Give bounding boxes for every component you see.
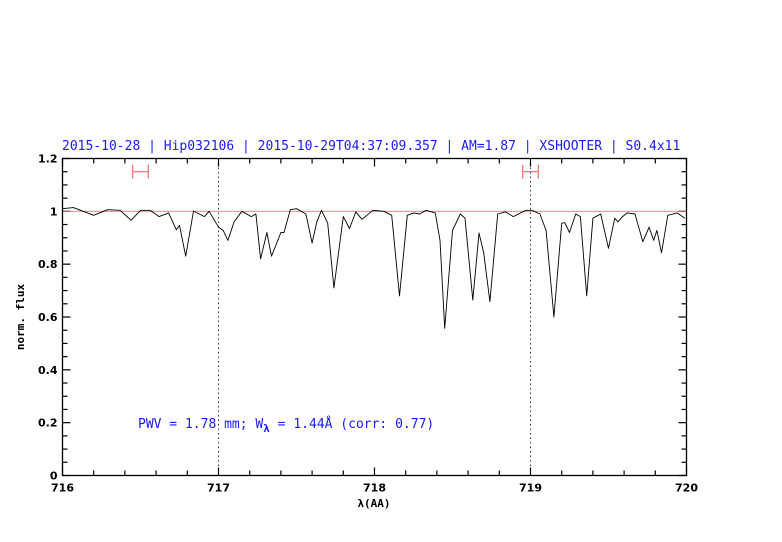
range-bar	[522, 164, 539, 179]
y-tick-label: 0.2	[38, 417, 58, 430]
axis-ticks: 716 717 718 719 720 0 0.2 0.4 0.6 0.8 1 1.2	[38, 153, 698, 495]
annotation-prefix: PWV = 1.78 mm; W	[138, 417, 263, 432]
x-tick-label: 719	[519, 482, 542, 495]
x-tick-label: 716	[51, 482, 74, 495]
x-axis-label: λ(AA)	[357, 497, 390, 510]
range-bar	[132, 164, 149, 179]
y-tick-label: 0	[50, 470, 58, 483]
y-tick-label: 1.2	[38, 153, 58, 166]
x-tick-label: 720	[675, 482, 698, 495]
y-tick-label: 0.6	[38, 311, 58, 324]
x-tick-label: 717	[207, 482, 230, 495]
flux-series-line	[62, 207, 686, 329]
y-tick-label: 0.4	[38, 364, 58, 377]
y-tick-label: 0.8	[38, 258, 58, 271]
pwv-annotation: PWV = 1.78 mm; Wλ = 1.44Å (corr: 0.77)	[138, 416, 434, 435]
annotation-suffix: = 1.44Å (corr: 0.77)	[270, 416, 434, 432]
y-tick-label: 1	[50, 205, 58, 218]
chart-title: 2015-10-28 | Hip032106 | 2015-10-29T04:3…	[62, 139, 680, 154]
plot-frame	[61, 157, 688, 477]
annotation-subscript: λ	[263, 422, 270, 435]
x-tick-label: 718	[363, 482, 386, 495]
y-axis-label: norm. flux	[14, 284, 27, 351]
chart-marks	[62, 158, 687, 476]
